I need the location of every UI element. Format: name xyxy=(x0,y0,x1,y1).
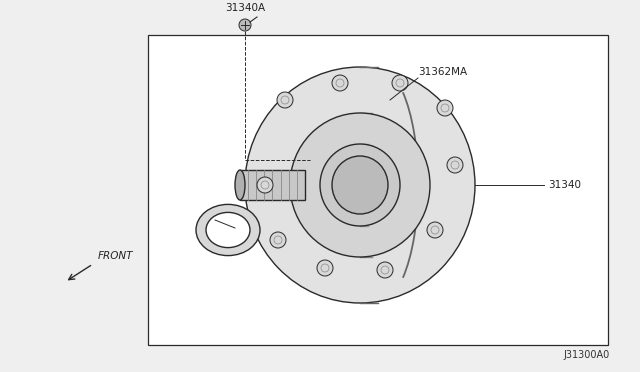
Circle shape xyxy=(332,75,348,91)
Circle shape xyxy=(381,266,389,274)
Bar xyxy=(148,35,608,345)
Circle shape xyxy=(321,264,329,272)
Text: 31340: 31340 xyxy=(548,180,581,190)
Circle shape xyxy=(396,79,404,87)
Circle shape xyxy=(281,96,289,104)
Ellipse shape xyxy=(235,170,245,200)
Circle shape xyxy=(270,232,286,248)
Circle shape xyxy=(427,222,443,238)
Circle shape xyxy=(317,260,333,276)
Text: 31340A: 31340A xyxy=(225,3,265,13)
Circle shape xyxy=(392,75,408,91)
Circle shape xyxy=(261,181,269,189)
Ellipse shape xyxy=(290,113,430,257)
Text: FRONT: FRONT xyxy=(98,251,134,261)
Circle shape xyxy=(336,79,344,87)
Text: 31362MA: 31362MA xyxy=(418,67,467,77)
Circle shape xyxy=(437,100,453,116)
Circle shape xyxy=(274,236,282,244)
Circle shape xyxy=(451,161,459,169)
Ellipse shape xyxy=(332,156,388,214)
Ellipse shape xyxy=(245,67,475,303)
Circle shape xyxy=(277,92,293,108)
Ellipse shape xyxy=(206,212,250,248)
Circle shape xyxy=(441,104,449,112)
Bar xyxy=(240,170,305,200)
Circle shape xyxy=(431,226,439,234)
Circle shape xyxy=(239,19,251,31)
Text: 31344: 31344 xyxy=(205,210,238,220)
Ellipse shape xyxy=(196,204,260,256)
Circle shape xyxy=(447,157,463,173)
Ellipse shape xyxy=(320,144,400,226)
Circle shape xyxy=(257,177,273,193)
Circle shape xyxy=(377,262,393,278)
Text: J31300A0: J31300A0 xyxy=(564,350,610,360)
